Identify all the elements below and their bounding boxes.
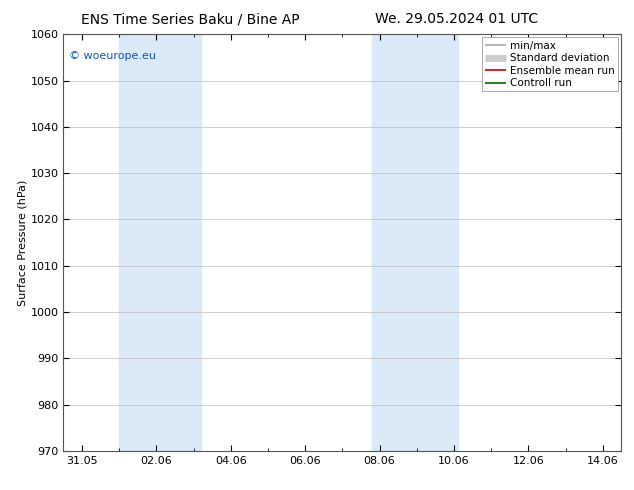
- Text: We. 29.05.2024 01 UTC: We. 29.05.2024 01 UTC: [375, 12, 538, 26]
- Bar: [119, 34, 201, 451]
- Legend: min/max, Standard deviation, Ensemble mean run, Controll run: min/max, Standard deviation, Ensemble me…: [482, 37, 618, 92]
- Y-axis label: Surface Pressure (hPa): Surface Pressure (hPa): [18, 179, 28, 306]
- Bar: [372, 34, 458, 451]
- Text: ENS Time Series Baku / Bine AP: ENS Time Series Baku / Bine AP: [81, 12, 299, 26]
- Text: © woeurope.eu: © woeurope.eu: [69, 51, 156, 61]
